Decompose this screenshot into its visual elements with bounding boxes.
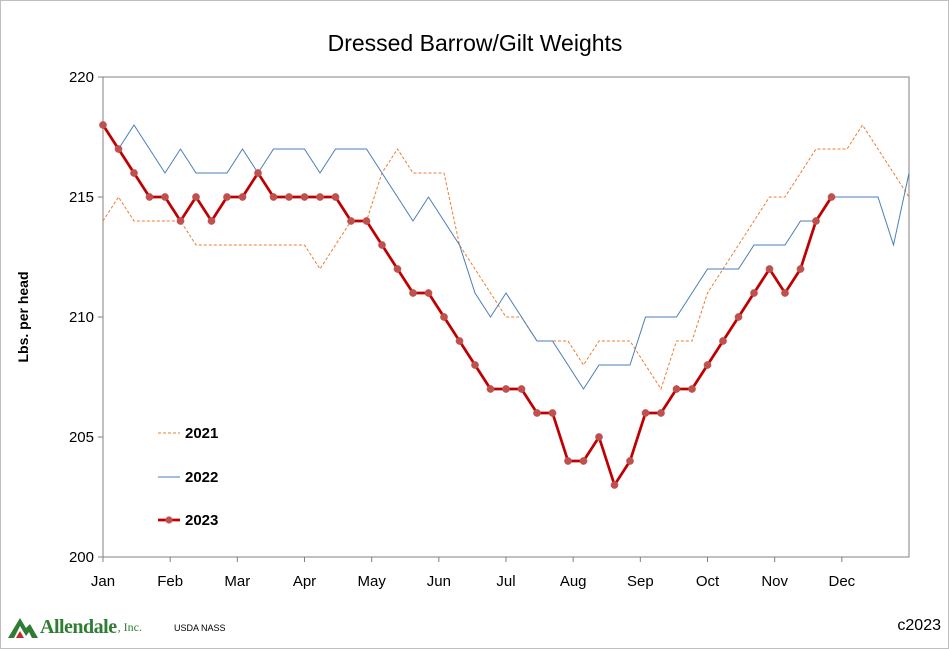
- data-point-2023: [703, 361, 712, 369]
- data-source: USDA NASS: [174, 623, 226, 633]
- data-point-2023: [393, 265, 402, 273]
- data-point-2023: [688, 385, 696, 393]
- data-point-2023: [238, 193, 247, 201]
- data-point-2023: [719, 337, 727, 345]
- data-point-2023: [285, 193, 293, 201]
- logo-mountain-icon: [8, 618, 38, 638]
- x-tick-label: Nov: [761, 573, 788, 590]
- logo-suffix: , Inc.: [117, 619, 142, 634]
- data-point-2023: [207, 217, 216, 225]
- x-tick-label: May: [357, 573, 386, 590]
- data-point-2023: [471, 361, 479, 369]
- data-point-2023: [192, 193, 200, 201]
- series-line-2022: [102, 124, 910, 390]
- logo-text: Allendale: [40, 615, 117, 638]
- x-tick-label: Jun: [427, 573, 451, 590]
- data-point-2023: [409, 289, 417, 297]
- data-point-2023: [781, 289, 789, 297]
- x-tick-label: Jul: [496, 573, 515, 590]
- y-tick-label: 205: [69, 429, 94, 446]
- series-line-2021: [102, 124, 910, 391]
- plot-area: [102, 76, 910, 558]
- data-point-2023: [254, 169, 262, 177]
- data-point-2023: [502, 385, 510, 393]
- data-point-2023: [130, 169, 138, 177]
- data-point-2023: [734, 313, 743, 321]
- data-point-2023: [486, 385, 495, 393]
- data-point-2023: [455, 337, 464, 345]
- data-point-2023: [99, 121, 107, 129]
- y-axis-ticks: 200 205 210 215 220: [69, 69, 103, 566]
- series-line-2023: [101, 124, 833, 489]
- legend: 2021 2022 2023: [158, 425, 218, 529]
- x-tick-label: Mar: [224, 573, 250, 590]
- y-axis-label: Lbs. per head: [15, 271, 31, 362]
- data-point-2023: [347, 217, 355, 225]
- x-tick-label: Jan: [91, 573, 115, 590]
- data-point-2023: [641, 409, 650, 417]
- data-point-2023: [300, 193, 309, 201]
- data-point-2023: [827, 193, 836, 201]
- data-point-2023: [548, 409, 557, 417]
- data-point-2023: [750, 289, 758, 297]
- series-lines: [99, 121, 910, 489]
- data-point-2023: [269, 193, 278, 201]
- data-point-2023: [316, 193, 324, 201]
- x-tick-label: Sep: [627, 573, 654, 590]
- chart-title: Dressed Barrow/Gilt Weights: [328, 30, 623, 56]
- x-tick-label: Feb: [157, 573, 183, 590]
- x-tick-label: Dec: [828, 573, 855, 590]
- x-tick-label: Aug: [560, 573, 587, 590]
- data-point-2023: [564, 457, 572, 465]
- y-tick-label: 215: [69, 189, 94, 206]
- data-point-2023: [610, 481, 619, 489]
- x-axis-ticks: Jan Feb Mar Apr May Jun Jul Aug Sep Oct Nov Dec: [91, 557, 856, 590]
- x-tick-label: Oct: [696, 573, 720, 590]
- data-point-2023: [114, 145, 123, 153]
- data-point-2023: [424, 289, 433, 297]
- data-point-2023: [145, 193, 154, 201]
- x-tick-label: Apr: [293, 573, 316, 590]
- legend-label-2022: 2022: [185, 469, 218, 486]
- data-point-2023: [812, 217, 820, 225]
- data-point-2023: [765, 265, 774, 273]
- data-point-2023: [657, 409, 665, 417]
- allendale-logo: Allendale, Inc.: [6, 614, 142, 640]
- y-tick-label: 200: [69, 549, 94, 566]
- data-point-2023: [440, 313, 448, 321]
- data-point-2023: [223, 193, 231, 201]
- data-point-2023: [595, 433, 603, 441]
- data-point-2023: [161, 193, 169, 201]
- legend-label-2023: 2023: [185, 512, 218, 529]
- data-point-2023: [378, 241, 386, 249]
- copyright: c2023: [897, 617, 941, 634]
- y-tick-label: 220: [69, 69, 94, 86]
- legend-label-2021: 2021: [185, 425, 218, 442]
- data-point-2023: [672, 385, 681, 393]
- legend-marker-2023: [165, 516, 173, 524]
- data-point-2023: [331, 193, 340, 201]
- data-point-2023: [626, 457, 634, 465]
- y-tick-label: 210: [69, 309, 94, 326]
- data-point-2023: [176, 217, 185, 225]
- data-point-2023: [579, 457, 588, 465]
- data-point-2023: [362, 217, 371, 225]
- data-point-2023: [796, 265, 805, 273]
- data-point-2023: [517, 385, 526, 393]
- data-point-2023: [533, 409, 541, 417]
